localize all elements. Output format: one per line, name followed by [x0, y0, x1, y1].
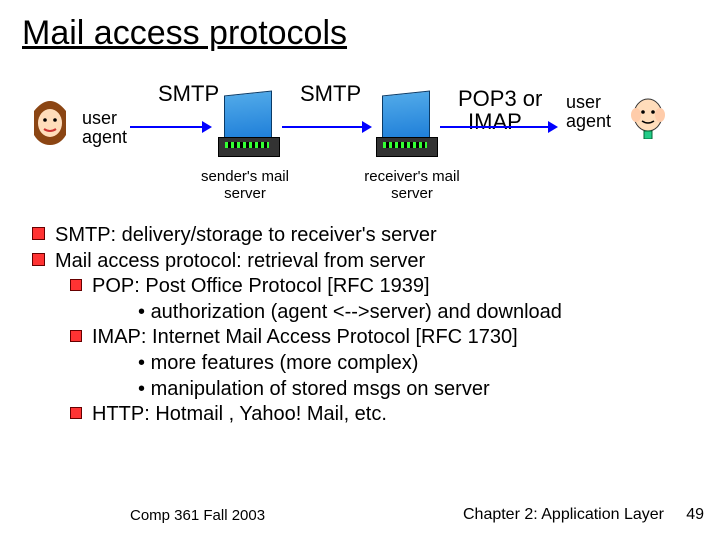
bullet-imap-manip: manipulation of stored msgs on server	[138, 377, 690, 403]
bullet-pop-auth-text: authorization (agent <-->server) and dow…	[151, 301, 562, 323]
bullet-http: HTTP: Hotmail , Yahoo! Mail, etc.	[70, 402, 690, 428]
man-face-icon	[624, 91, 672, 139]
footer-chapter: Chapter 2: Application Layer	[463, 506, 664, 524]
bullet-pop: POP: Post Office Protocol [RFC 1939] aut…	[70, 274, 690, 325]
proto-smtp-1: SMTP	[158, 81, 219, 107]
user-agent-left-label: user agent	[82, 109, 127, 147]
mail-diagram: user agent SMTP SMTP POP3 or IMAP user a…	[0, 63, 720, 223]
bullet-map-text: Mail access protocol: retrieval from ser…	[55, 250, 425, 272]
proto-smtp-2: SMTP	[300, 81, 361, 107]
ua-left-l1: user	[82, 108, 117, 128]
page-number: 49	[686, 506, 704, 524]
bullet-imap: IMAP: Internet Mail Access Protocol [RFC…	[70, 325, 690, 402]
user-agent-right-label: user agent	[566, 93, 611, 131]
bullet-http-text: HTTP: Hotmail , Yahoo! Mail, etc.	[92, 403, 387, 425]
arrow-3	[440, 121, 558, 133]
bullet-pop-text: POP: Post Office Protocol [RFC 1939]	[92, 275, 430, 297]
receiver-srv-l2: server	[391, 185, 433, 202]
sender-server-label: sender's mail server	[180, 169, 310, 202]
footer-course: Comp 361 Fall 2003	[130, 507, 265, 524]
receiver-server-icon	[376, 93, 436, 161]
woman-face-icon	[26, 97, 74, 145]
ua-right-l1: user	[566, 92, 601, 112]
bullet-pop-auth: authorization (agent <-->server) and dow…	[138, 300, 690, 326]
ua-right-l2: agent	[566, 111, 611, 131]
page-title: Mail access protocols	[0, 0, 720, 53]
receiver-server-label: receiver's mail server	[342, 169, 482, 202]
sender-server-icon	[218, 93, 278, 161]
bullet-imap-manip-text: manipulation of stored msgs on server	[151, 378, 490, 400]
ua-left-l2: agent	[82, 127, 127, 147]
bullet-imap-feat-text: more features (more complex)	[151, 352, 419, 374]
bullet-imap-feat: more features (more complex)	[138, 351, 690, 377]
arrow-1	[130, 121, 212, 133]
sender-srv-l1: sender's mail	[201, 168, 289, 185]
bullet-content: SMTP: delivery/storage to receiver's ser…	[0, 223, 720, 428]
bullet-smtp: SMTP: delivery/storage to receiver's ser…	[32, 223, 690, 249]
bullet-smtp-text: SMTP: delivery/storage to receiver's ser…	[55, 224, 437, 246]
sender-srv-l2: server	[224, 185, 266, 202]
arrow-2	[282, 121, 372, 133]
bullet-map: Mail access protocol: retrieval from ser…	[32, 249, 690, 428]
receiver-srv-l1: receiver's mail	[364, 168, 459, 185]
bullet-imap-text: IMAP: Internet Mail Access Protocol [RFC…	[92, 326, 518, 348]
proto3-l1: POP3 or	[458, 86, 542, 111]
